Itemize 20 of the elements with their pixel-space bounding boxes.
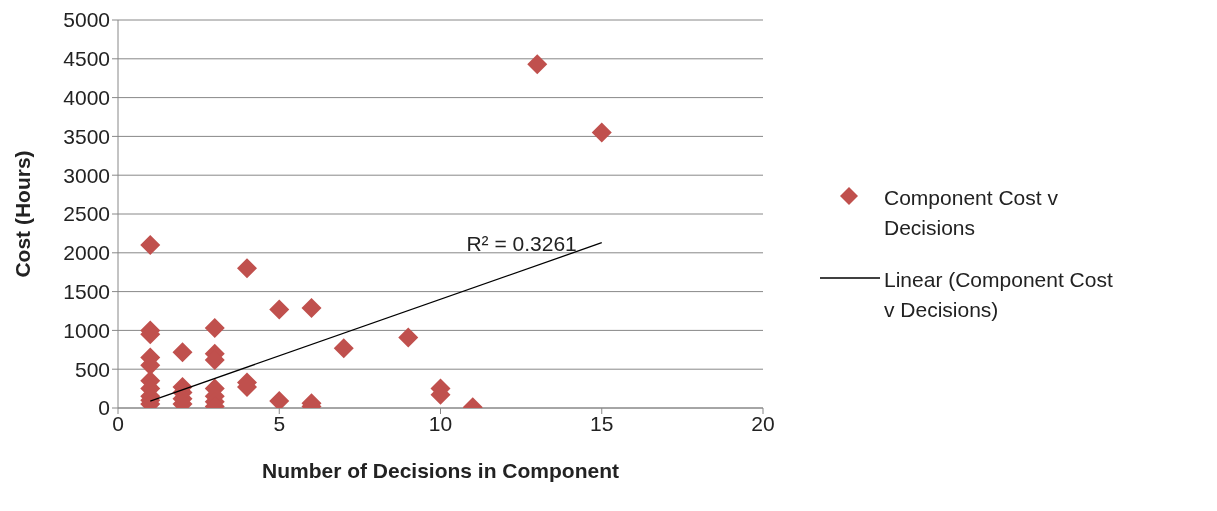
y-tick-label: 3500 (63, 124, 110, 148)
y-tick-label: 1000 (63, 318, 110, 342)
x-axis-title: Number of Decisions in Component (261, 459, 620, 482)
x-tick-label: 20 (751, 411, 775, 435)
x-tick-label: 5 (273, 411, 286, 435)
legend-label: Linear (Component Cost v Decisions) (884, 267, 1114, 323)
x-tick-label: 15 (590, 411, 614, 435)
y-tick-label: 500 (74, 357, 110, 381)
y-tick-label: 2500 (63, 202, 110, 226)
y-tick-label: 4500 (63, 47, 110, 71)
y-axis-title: Cost (Hours) (11, 150, 35, 278)
y-tick-label: 5000 (63, 8, 110, 32)
y-tick-label: 4000 (63, 86, 110, 110)
y-tick-label: 0 (98, 396, 110, 420)
y-tick-label: 2000 (63, 241, 110, 265)
legend-label: Component Cost v Decisions (884, 185, 1059, 241)
x-tick-label: 10 (428, 411, 453, 435)
y-tick-label: 3000 (63, 163, 110, 187)
y-tick-label: 1500 (63, 280, 110, 304)
annotation: R² = 0.3261 (466, 231, 577, 255)
